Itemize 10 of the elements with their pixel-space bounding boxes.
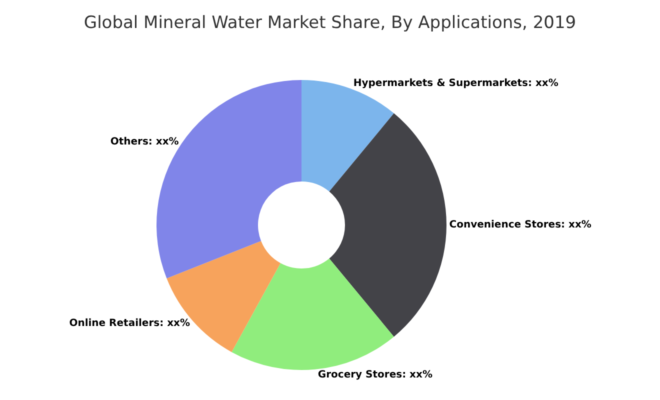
donut-slice [329, 113, 446, 337]
donut-slice [232, 258, 394, 370]
slice-label: Others: xx% [110, 136, 179, 148]
slice-label: Hypermarkets & Supermarkets: xx% [353, 78, 558, 90]
donut-slice [166, 241, 281, 352]
chart-title: Global Mineral Water Market Share, By Applications, 2019 [84, 12, 576, 33]
slice-label: Online Retailers: xx% [69, 318, 190, 329]
slice-label: Convenience Stores: xx% [449, 220, 592, 230]
donut-slice [156, 80, 302, 278]
slice-label: Grocery Stores: xx% [318, 369, 432, 380]
